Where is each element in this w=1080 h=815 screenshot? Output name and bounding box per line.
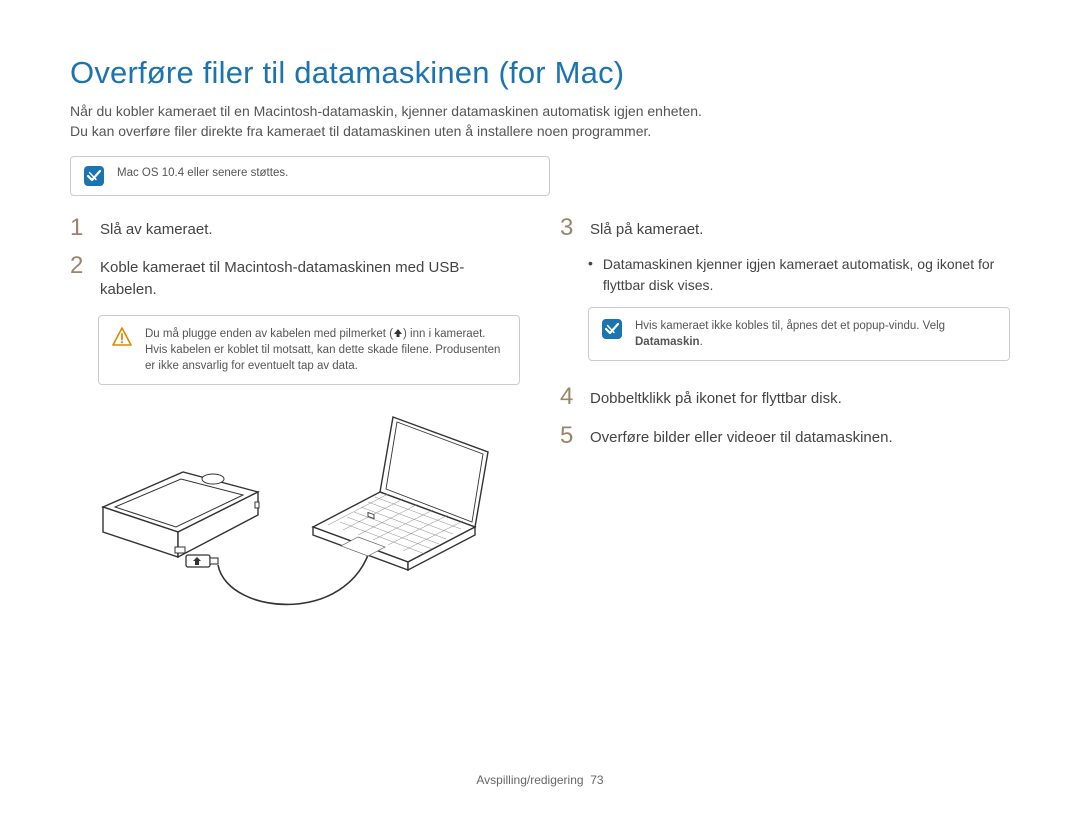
footer-page: 73 xyxy=(590,773,603,787)
intro-text: Når du kobler kameraet til en Macintosh-… xyxy=(70,101,1010,142)
warning-icon xyxy=(111,326,133,348)
step-number: 3 xyxy=(560,216,578,241)
right-note-box: Hvis kameraet ikke kobles til, åpnes det… xyxy=(588,307,1010,361)
content-columns: 1 Slå av kameraet. 2 Koble kameraet til … xyxy=(70,216,1010,653)
step-1: 1 Slå av kameraet. xyxy=(70,216,520,241)
bullet-text: Datamaskinen kjenner igjen kameraet auto… xyxy=(603,254,1010,295)
step-4: 4 Dobbeltklikk på ikonet for flyttbar di… xyxy=(560,385,1010,410)
camera-laptop-illustration xyxy=(98,407,520,652)
warn-pre: Du må plugge enden av kabelen med pilmer… xyxy=(145,328,393,340)
step-number: 4 xyxy=(560,385,578,410)
note-post: . xyxy=(700,336,703,348)
step-3: 3 Slå på kameraet. xyxy=(560,216,1010,241)
step-number: 2 xyxy=(70,254,88,301)
step-text: Dobbeltklikk på ikonet for flyttbar disk… xyxy=(590,385,842,410)
step-2: 2 Koble kameraet til Macintosh-datamaski… xyxy=(70,254,520,301)
bullet-dot: • xyxy=(588,254,593,295)
note-icon xyxy=(601,318,623,340)
step-number: 1 xyxy=(70,216,88,241)
page-title: Overføre filer til datamaskinen (for Mac… xyxy=(70,55,1010,91)
step-text: Slå av kameraet. xyxy=(100,216,213,241)
step-text: Overføre bilder eller videoer til datama… xyxy=(590,424,893,449)
note-bold: Datamaskin xyxy=(635,336,700,348)
step-text: Slå på kameraet. xyxy=(590,216,703,241)
top-note-text: Mac OS 10.4 eller senere støttes. xyxy=(117,165,288,181)
step-text: Koble kameraet til Macintosh-datamaskine… xyxy=(100,254,520,301)
left-column: 1 Slå av kameraet. 2 Koble kameraet til … xyxy=(70,216,520,653)
right-note-text: Hvis kameraet ikke kobles til, åpnes det… xyxy=(635,318,997,350)
step-number: 5 xyxy=(560,424,578,449)
intro-line-1: Når du kobler kameraet til en Macintosh-… xyxy=(70,103,702,119)
right-column: 3 Slå på kameraet. • Datamaskinen kjenne… xyxy=(560,216,1010,653)
footer-section: Avspilling/redigering xyxy=(476,773,583,787)
note-pre: Hvis kameraet ikke kobles til, åpnes det… xyxy=(635,320,945,332)
warning-box: Du må plugge enden av kabelen med pilmer… xyxy=(98,315,520,385)
step-3-bullet: • Datamaskinen kjenner igjen kameraet au… xyxy=(560,254,1010,295)
intro-line-2: Du kan overføre filer direkte fra kamera… xyxy=(70,123,651,139)
page-footer: Avspilling/redigering 73 xyxy=(0,773,1080,787)
note-icon xyxy=(83,165,105,187)
warning-text: Du må plugge enden av kabelen med pilmer… xyxy=(145,326,507,374)
arrow-up-icon xyxy=(393,328,403,338)
top-note-box: Mac OS 10.4 eller senere støttes. xyxy=(70,156,550,196)
step-5: 5 Overføre bilder eller videoer til data… xyxy=(560,424,1010,449)
